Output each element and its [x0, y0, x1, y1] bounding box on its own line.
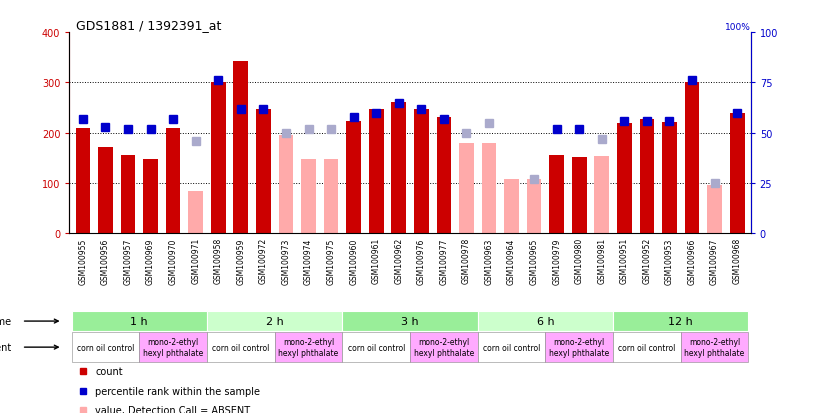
- Bar: [459, 143, 474, 234]
- Text: GSM100962: GSM100962: [394, 237, 403, 284]
- Bar: [369, 109, 384, 234]
- Text: 2 h: 2 h: [266, 316, 283, 326]
- Bar: [681, 332, 748, 363]
- Bar: [477, 311, 613, 331]
- Text: GSM100969: GSM100969: [146, 237, 155, 284]
- Bar: [685, 83, 699, 234]
- Text: value, Detection Call = ABSENT: value, Detection Call = ABSENT: [95, 405, 251, 413]
- Bar: [343, 311, 477, 331]
- Bar: [233, 62, 248, 234]
- Bar: [730, 113, 744, 234]
- Text: 100%: 100%: [725, 23, 751, 32]
- Text: corn oil control: corn oil control: [483, 343, 540, 352]
- Text: 6 h: 6 h: [537, 316, 554, 326]
- Text: time: time: [0, 316, 11, 326]
- Text: mono-2-ethyl
hexyl phthalate: mono-2-ethyl hexyl phthalate: [278, 337, 339, 357]
- Bar: [662, 122, 676, 234]
- Bar: [481, 143, 496, 234]
- Text: GSM100964: GSM100964: [507, 237, 516, 284]
- Bar: [504, 180, 519, 234]
- Bar: [72, 332, 140, 363]
- Bar: [346, 122, 361, 234]
- Text: 1 h: 1 h: [131, 316, 149, 326]
- Bar: [211, 83, 225, 234]
- Text: GSM100951: GSM100951: [620, 237, 629, 284]
- Bar: [613, 332, 681, 363]
- Bar: [144, 159, 158, 234]
- Text: GSM100952: GSM100952: [642, 237, 651, 284]
- Text: mono-2-ethyl
hexyl phthalate: mono-2-ethyl hexyl phthalate: [414, 337, 474, 357]
- Text: GSM100963: GSM100963: [485, 237, 494, 284]
- Bar: [278, 136, 293, 234]
- Text: agent: agent: [0, 342, 11, 352]
- Text: GSM100972: GSM100972: [259, 237, 268, 284]
- Text: GSM100977: GSM100977: [439, 237, 448, 284]
- Bar: [166, 128, 180, 234]
- Text: corn oil control: corn oil control: [77, 343, 134, 352]
- Bar: [595, 157, 610, 234]
- Bar: [76, 128, 91, 234]
- Bar: [207, 311, 343, 331]
- Text: mono-2-ethyl
hexyl phthalate: mono-2-ethyl hexyl phthalate: [549, 337, 610, 357]
- Bar: [549, 156, 564, 234]
- Text: corn oil control: corn oil control: [348, 343, 405, 352]
- Text: GSM100968: GSM100968: [733, 237, 742, 284]
- Bar: [545, 332, 613, 363]
- Text: count: count: [95, 366, 123, 377]
- Bar: [707, 185, 722, 234]
- Bar: [188, 191, 203, 234]
- Bar: [617, 123, 632, 234]
- Text: GSM100953: GSM100953: [665, 237, 674, 284]
- Text: GSM100971: GSM100971: [191, 237, 200, 284]
- Bar: [98, 147, 113, 234]
- Text: GSM100973: GSM100973: [282, 237, 290, 284]
- Text: GSM100978: GSM100978: [462, 237, 471, 284]
- Bar: [343, 332, 410, 363]
- Text: GSM100957: GSM100957: [123, 237, 132, 284]
- Bar: [613, 311, 748, 331]
- Text: corn oil control: corn oil control: [619, 343, 676, 352]
- Bar: [324, 159, 339, 234]
- Bar: [301, 159, 316, 234]
- Bar: [140, 332, 207, 363]
- Text: GSM100966: GSM100966: [688, 237, 697, 284]
- Bar: [414, 110, 428, 234]
- Text: GSM100981: GSM100981: [597, 237, 606, 284]
- Bar: [477, 332, 545, 363]
- Text: GDS1881 / 1392391_at: GDS1881 / 1392391_at: [76, 19, 222, 32]
- Text: 3 h: 3 h: [401, 316, 419, 326]
- Text: GSM100956: GSM100956: [101, 237, 110, 284]
- Bar: [410, 332, 477, 363]
- Bar: [572, 157, 587, 234]
- Text: percentile rank within the sample: percentile rank within the sample: [95, 386, 260, 396]
- Text: mono-2-ethyl
hexyl phthalate: mono-2-ethyl hexyl phthalate: [143, 337, 203, 357]
- Bar: [392, 102, 406, 234]
- Text: GSM100959: GSM100959: [237, 237, 246, 284]
- Bar: [437, 117, 451, 234]
- Bar: [527, 180, 542, 234]
- Text: GSM100960: GSM100960: [349, 237, 358, 284]
- Bar: [72, 311, 207, 331]
- Bar: [640, 119, 654, 234]
- Bar: [207, 332, 275, 363]
- Text: GSM100967: GSM100967: [710, 237, 719, 284]
- Text: 12 h: 12 h: [668, 316, 693, 326]
- Text: corn oil control: corn oil control: [212, 343, 269, 352]
- Text: mono-2-ethyl
hexyl phthalate: mono-2-ethyl hexyl phthalate: [685, 337, 745, 357]
- Text: GSM100961: GSM100961: [372, 237, 381, 284]
- Text: GSM100955: GSM100955: [78, 237, 87, 284]
- Text: GSM100975: GSM100975: [326, 237, 335, 284]
- Text: GSM100970: GSM100970: [169, 237, 178, 284]
- Text: GSM100979: GSM100979: [552, 237, 561, 284]
- Text: GSM100958: GSM100958: [214, 237, 223, 284]
- Bar: [275, 332, 343, 363]
- Text: GSM100976: GSM100976: [417, 237, 426, 284]
- Text: GSM100980: GSM100980: [574, 237, 583, 284]
- Text: GSM100974: GSM100974: [304, 237, 313, 284]
- Bar: [121, 156, 135, 234]
- Bar: [256, 109, 271, 234]
- Text: GSM100965: GSM100965: [530, 237, 539, 284]
